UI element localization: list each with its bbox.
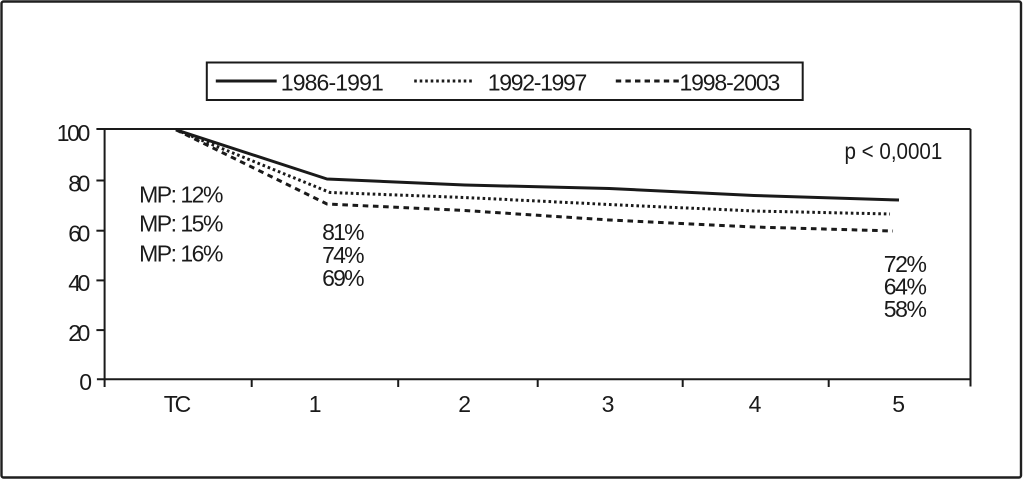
- svg-text:20: 20: [68, 320, 90, 346]
- svg-text:69%: 69%: [322, 265, 365, 291]
- svg-text:72%: 72%: [884, 251, 927, 277]
- svg-text:81%: 81%: [322, 219, 365, 245]
- svg-text:64%: 64%: [884, 273, 927, 299]
- svg-text:0: 0: [79, 369, 92, 395]
- svg-text:p < 0,0001: p < 0,0001: [845, 138, 943, 164]
- svg-text:4: 4: [749, 391, 762, 417]
- svg-text:MP: 15%: MP: 15%: [139, 210, 223, 236]
- svg-text:MP: 12%: MP: 12%: [139, 181, 223, 207]
- svg-text:80: 80: [68, 170, 90, 196]
- svg-text:1998-2003: 1998-2003: [680, 69, 781, 95]
- svg-text:58%: 58%: [884, 296, 927, 322]
- svg-text:1: 1: [309, 391, 322, 417]
- svg-text:TC: TC: [164, 391, 192, 417]
- svg-text:3: 3: [602, 391, 615, 417]
- svg-text:60: 60: [68, 221, 90, 247]
- svg-text:74%: 74%: [322, 242, 365, 268]
- svg-text:1986-1991: 1986-1991: [281, 69, 384, 95]
- svg-text:5: 5: [892, 391, 905, 417]
- svg-text:MP: 16%: MP: 16%: [139, 241, 223, 267]
- svg-text:1992-1997: 1992-1997: [488, 69, 588, 95]
- svg-text:40: 40: [68, 270, 90, 296]
- svg-text:2: 2: [458, 391, 471, 417]
- svg-text:100: 100: [57, 120, 91, 146]
